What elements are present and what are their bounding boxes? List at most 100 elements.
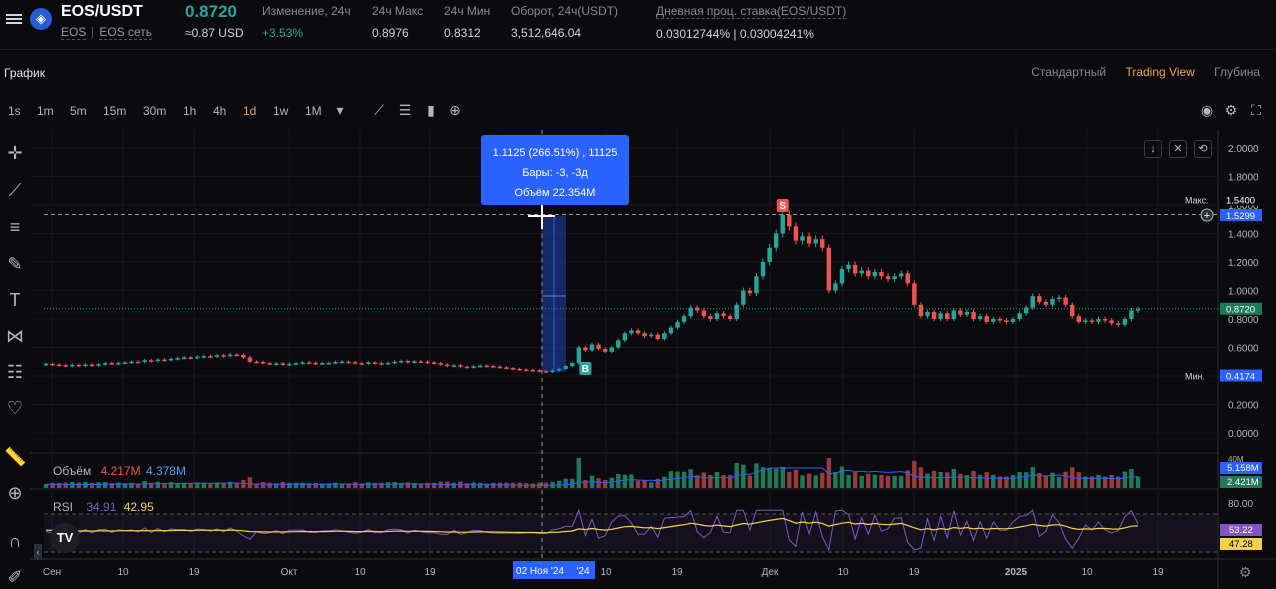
candle-body bbox=[826, 247, 832, 291]
candle-body bbox=[898, 273, 904, 277]
fullscreen-icon[interactable]: ⛶ bbox=[1251, 102, 1261, 118]
gear-icon[interactable]: ⚙ bbox=[1239, 564, 1252, 580]
timeframe-15m[interactable]: 15m bbox=[103, 104, 127, 118]
heart-icon[interactable]: ♡ bbox=[6, 398, 24, 418]
candle-body bbox=[1083, 320, 1088, 322]
candle-body bbox=[583, 347, 588, 351]
tab-standard[interactable]: Стандартный bbox=[1031, 65, 1107, 79]
rsi-value-b: 42.95 bbox=[123, 500, 154, 514]
candle-body bbox=[76, 364, 82, 367]
timeframe-30m[interactable]: 30m bbox=[143, 104, 167, 118]
candle-body bbox=[708, 316, 713, 319]
network-link[interactable]: EOS сеть bbox=[99, 25, 153, 40]
candle-body bbox=[477, 365, 483, 368]
candle-body bbox=[451, 365, 457, 367]
volume-bar bbox=[1056, 476, 1062, 488]
base-asset-link[interactable]: EOS bbox=[61, 25, 87, 40]
candle-body bbox=[458, 365, 463, 367]
ruler-icon[interactable]: 📏 bbox=[4, 447, 27, 467]
candle-body bbox=[642, 333, 647, 337]
timeframe-1d[interactable]: 1d bbox=[243, 104, 257, 118]
candle-body bbox=[221, 355, 226, 357]
add-alert-plus: + bbox=[1204, 210, 1210, 222]
timeframe-1w[interactable]: 1w bbox=[273, 104, 289, 118]
chevron-left-icon[interactable]: ‹ bbox=[34, 544, 42, 560]
tab-chart[interactable]: График bbox=[4, 66, 45, 80]
chart-settings-icon[interactable]: ☰ bbox=[398, 102, 412, 118]
volume-bar bbox=[556, 480, 562, 488]
pencil-lock-icon[interactable]: ✐ bbox=[7, 567, 23, 587]
magnet-icon[interactable]: ∩ bbox=[8, 531, 22, 551]
volume-ma-line bbox=[45, 467, 1139, 486]
candle-body bbox=[885, 276, 891, 280]
brush-icon[interactable]: ✎ bbox=[7, 254, 23, 274]
timeframe-4h[interactable]: 4h bbox=[213, 104, 227, 118]
candle-body bbox=[833, 283, 838, 291]
rsi-value-a: 34.91 bbox=[86, 500, 117, 514]
timeframe-1s[interactable]: 1s bbox=[8, 104, 21, 118]
candle-body bbox=[201, 356, 207, 358]
time-tick: 19 bbox=[424, 567, 436, 578]
add-indicator-icon[interactable]: ⊕ bbox=[449, 102, 461, 118]
time-tick: 19 bbox=[188, 567, 200, 578]
timeframe-1h[interactable]: 1h bbox=[183, 104, 197, 118]
candle-body bbox=[820, 239, 825, 248]
volume-legend: Объём 4.217M 4.378M bbox=[53, 464, 186, 478]
min-price-badge bbox=[1220, 369, 1262, 382]
time-tick: 19 bbox=[1152, 567, 1164, 578]
volume-bar bbox=[1102, 476, 1108, 488]
indicators-icon[interactable]: ⟋ bbox=[374, 102, 384, 118]
volume-bar bbox=[530, 483, 535, 488]
tab-tradingview[interactable]: Trading View bbox=[1125, 65, 1195, 79]
volume-bar bbox=[280, 482, 286, 488]
crosshair-price-badge bbox=[1220, 208, 1262, 221]
candle-body bbox=[1116, 323, 1121, 325]
stat-label[interactable]: Дневная проц. ставка(EOS/USDT) bbox=[656, 4, 847, 19]
chevron-down-icon[interactable]: ▾ bbox=[336, 102, 344, 118]
volume-bar bbox=[820, 472, 825, 488]
candle-body bbox=[622, 333, 628, 341]
collapse-icon[interactable]: ✕ bbox=[1169, 140, 1187, 158]
reset-icon[interactable]: ⟲ bbox=[1194, 140, 1212, 158]
zoom-icon[interactable]: ⊕ bbox=[7, 483, 23, 503]
sell-marker-label: S bbox=[779, 201, 786, 212]
chart-overlays: B S + bbox=[44, 130, 1218, 559]
candle-body bbox=[951, 310, 957, 319]
crosshair-icon[interactable]: ✛ bbox=[7, 143, 23, 163]
volume-bar bbox=[701, 472, 707, 488]
candle-body bbox=[734, 304, 739, 319]
camera-icon[interactable]: ◉ bbox=[1200, 102, 1214, 118]
stat-label: Изменение, 24ч bbox=[262, 4, 351, 18]
volume-bar bbox=[477, 482, 483, 488]
horizontal-lines-icon[interactable]: ≡ bbox=[9, 217, 21, 237]
text-icon[interactable]: T bbox=[9, 290, 21, 310]
candle-body bbox=[681, 316, 687, 322]
volume-title: Объём bbox=[53, 464, 92, 478]
gear-icon[interactable]: ⚙ bbox=[1224, 102, 1238, 118]
trendline-icon[interactable]: ⟋ bbox=[8, 180, 22, 200]
volume-bar bbox=[583, 480, 588, 488]
timeframe-5m[interactable]: 5m bbox=[70, 104, 87, 118]
timeframe-1M[interactable]: 1M bbox=[305, 104, 322, 118]
price-tick: 0.0000 bbox=[1228, 429, 1259, 440]
download-icon[interactable]: ↓ bbox=[1144, 140, 1162, 158]
candle-type-icon[interactable]: ▮ bbox=[427, 102, 435, 118]
rsi-line bbox=[45, 508, 1139, 552]
volume-bar bbox=[714, 472, 720, 488]
volume-bar bbox=[129, 482, 134, 488]
volume-bar bbox=[320, 483, 325, 488]
volume-bar bbox=[103, 482, 108, 488]
tab-depth[interactable]: Глубина bbox=[1214, 65, 1260, 79]
rsi-title: RSI bbox=[53, 500, 74, 514]
pattern-icon[interactable]: ⋈ bbox=[6, 326, 24, 346]
tradingview-logo[interactable]: TV bbox=[50, 523, 80, 553]
stat-label: Оборот, 24ч(USDT) bbox=[511, 4, 619, 18]
volume-bar bbox=[287, 482, 292, 488]
fib-icon[interactable]: ☷ bbox=[6, 362, 24, 382]
volume-bar bbox=[274, 483, 279, 488]
timeframe-1m[interactable]: 1m bbox=[37, 104, 54, 118]
menu-icon[interactable] bbox=[6, 12, 22, 28]
pair-title[interactable]: EOS/USDT bbox=[61, 3, 143, 20]
volume-bar bbox=[727, 475, 733, 488]
